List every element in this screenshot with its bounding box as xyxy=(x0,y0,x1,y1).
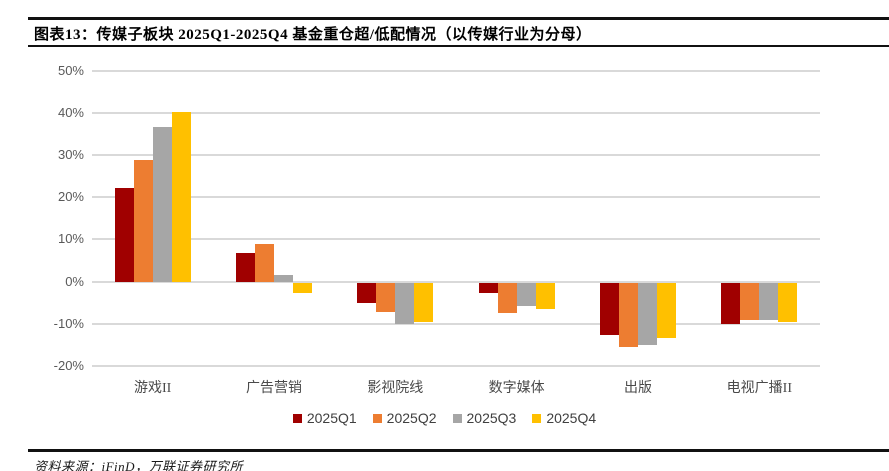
bar-影视院线-2025Q1 xyxy=(357,282,377,303)
gridline-50% xyxy=(92,69,820,72)
y-axis-tick-label: 40% xyxy=(57,104,84,120)
bar-广告营销-2025Q3 xyxy=(274,274,293,282)
bar-电视广播II-2025Q1 xyxy=(721,282,741,325)
title-divider-rule xyxy=(28,45,889,47)
x-axis-category-label: 游戏II xyxy=(134,381,172,396)
bar-影视院线-2025Q2 xyxy=(376,282,396,313)
bar-广告营销-2025Q1 xyxy=(236,253,255,282)
gridline-30% xyxy=(92,154,820,156)
bar-影视院线-2025Q3 xyxy=(395,282,415,324)
legend-label: 2025Q3 xyxy=(466,410,517,426)
y-axis-tick-label: 20% xyxy=(57,189,84,205)
legend-swatch-icon xyxy=(292,413,302,423)
bar-数字媒体-2025Q1 xyxy=(478,282,498,294)
bottom-rule xyxy=(28,449,889,452)
bar-广告营销-2025Q4 xyxy=(293,282,312,294)
top-rule xyxy=(28,17,889,20)
bar-数字媒体-2025Q3 xyxy=(516,282,536,307)
legend-label: 2025Q4 xyxy=(546,410,597,426)
figure-title: 图表13：传媒子板块 2025Q1-2025Q4 基金重仓超/低配情况（以传媒行… xyxy=(34,27,592,43)
bar-游戏II-2025Q1 xyxy=(114,187,134,282)
y-axis-tick-label: 30% xyxy=(57,147,84,162)
y-axis-tick-label: -10% xyxy=(53,315,84,331)
chart-legend: 2025Q1 2025Q2 2025Q3 2025Q4 xyxy=(0,410,889,426)
legend-swatch-icon xyxy=(372,413,382,423)
bar-影视院线-2025Q4 xyxy=(414,282,434,322)
x-axis-category-label: 出版 xyxy=(623,381,652,396)
y-axis-tick-label: -20% xyxy=(53,358,84,374)
bar-数字媒体-2025Q2 xyxy=(497,282,517,313)
bar-电视广播II-2025Q3 xyxy=(759,282,779,320)
x-axis-category-label: 数字媒体 xyxy=(488,381,545,396)
bar-出版-2025Q3 xyxy=(638,282,657,345)
bar-游戏II-2025Q4 xyxy=(171,111,191,282)
gridline-40% xyxy=(92,111,820,114)
legend-swatch-icon xyxy=(452,413,462,423)
bar-出版-2025Q4 xyxy=(657,282,676,338)
bar-出版-2025Q1 xyxy=(600,282,619,336)
legend-item-2025Q3: 2025Q3 xyxy=(452,410,517,426)
gridline-10% xyxy=(92,238,820,241)
bar-出版-2025Q2 xyxy=(619,282,638,347)
legend-item-2025Q4: 2025Q4 xyxy=(532,410,596,426)
bar-游戏II-2025Q3 xyxy=(152,127,172,282)
legend-item-2025Q1: 2025Q1 xyxy=(292,410,357,426)
bar-广告营销-2025Q2 xyxy=(255,244,274,282)
bar-数字媒体-2025Q4 xyxy=(535,282,555,309)
y-axis-tick-label: 50% xyxy=(57,62,84,78)
x-axis-category-label: 电视广播II xyxy=(726,381,792,396)
gridline--10% xyxy=(92,322,820,325)
y-axis-tick-label: 0% xyxy=(65,273,84,289)
legend-label: 2025Q1 xyxy=(306,410,357,426)
gridline--20% xyxy=(92,365,820,368)
gridline-0% xyxy=(92,280,820,283)
bar-电视广播II-2025Q2 xyxy=(740,282,760,321)
legend-item-2025Q2: 2025Q2 xyxy=(372,410,437,426)
legend-swatch-icon xyxy=(532,413,542,423)
y-axis-tick-label: 10% xyxy=(57,231,84,247)
bar-游戏II-2025Q2 xyxy=(133,160,153,282)
x-axis-category-label: 广告营销 xyxy=(245,381,302,396)
bar-电视广播II-2025Q4 xyxy=(778,282,798,323)
source-note: 资料来源：iFinD，万联证券研究所 xyxy=(34,459,244,471)
x-axis-category-label: 影视院线 xyxy=(367,381,424,396)
legend-label: 2025Q2 xyxy=(386,410,437,426)
gridline-20% xyxy=(92,196,820,199)
